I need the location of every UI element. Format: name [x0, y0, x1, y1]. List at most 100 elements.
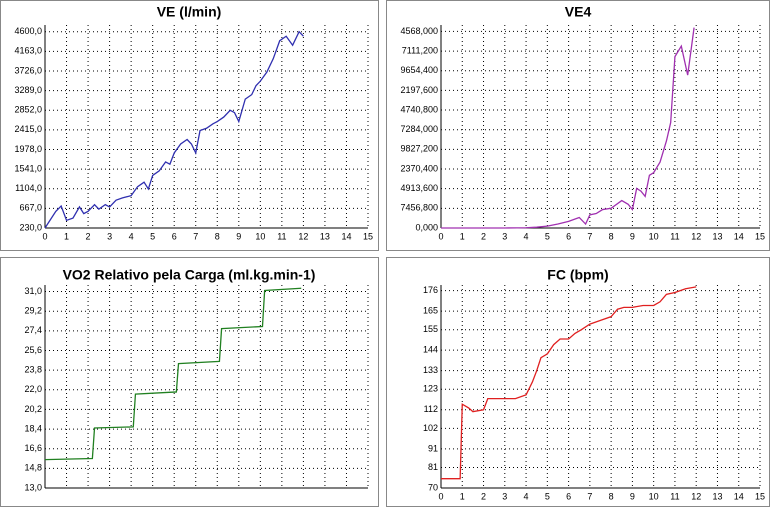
x-tick-label: 10: [649, 491, 659, 501]
x-tick-label: 8: [609, 491, 614, 501]
x-tick-label: 2: [86, 231, 91, 241]
x-tick-label: 0: [42, 231, 47, 241]
y-tick-label: 2852,0: [14, 105, 42, 115]
x-tick-label: 7: [587, 231, 592, 241]
y-tick-label: 7456,800: [400, 203, 438, 213]
y-tick-label: 230,0: [19, 222, 42, 232]
x-tick-label: 7: [587, 491, 592, 501]
x-tick-label: 12: [691, 491, 701, 501]
y-tick-label: 1541,0: [14, 163, 42, 173]
x-tick-label: 2: [481, 231, 486, 241]
y-tick-label: 22,0: [24, 384, 42, 394]
y-tick-label: 29,2: [24, 306, 42, 316]
y-tick-label: 4163,0: [14, 46, 42, 56]
x-tick-label: 9: [236, 231, 241, 241]
x-tick-label: 2: [481, 491, 486, 501]
chart-title: FC (bpm): [547, 267, 608, 283]
x-tick-label: 11: [277, 231, 286, 241]
data-line: [44, 287, 302, 461]
y-tick-label: 2197,600: [400, 85, 438, 95]
y-tick-label: 165: [423, 305, 438, 315]
y-tick-label: 4740,800: [400, 104, 438, 114]
x-tick-label: 1: [64, 231, 69, 241]
chart-title: VO2 Relativo pela Carga (ml.kg.min-1): [63, 267, 316, 283]
x-tick-label: 10: [649, 231, 659, 241]
x-tick-label: 12: [691, 231, 701, 241]
y-tick-label: 2415,0: [14, 124, 42, 134]
x-tick-label: 6: [172, 231, 177, 241]
y-tick-label: 23,8: [24, 365, 42, 375]
data-line: [44, 30, 304, 229]
y-tick-label: 7111,200: [402, 45, 438, 55]
y-tick-label: 31,0: [24, 286, 42, 296]
x-tick-label: 15: [363, 231, 373, 241]
y-tick-label: 4568,000: [400, 26, 438, 36]
x-tick-label: 6: [566, 231, 571, 241]
data-line: [441, 27, 695, 229]
x-tick-label: 9: [630, 231, 635, 241]
y-tick-label: 27,4: [24, 325, 42, 335]
y-tick-label: 9827,200: [400, 144, 438, 154]
y-tick-label: 16,6: [24, 443, 42, 453]
y-tick-label: 155: [423, 324, 438, 334]
y-tick-label: 3289,0: [14, 85, 42, 95]
data-line: [441, 286, 697, 480]
x-tick-label: 4: [524, 491, 529, 501]
chart-title: VE (l/min): [157, 4, 222, 20]
x-tick-label: 7: [193, 231, 198, 241]
x-tick-label: 5: [545, 231, 550, 241]
x-tick-label: 1: [460, 231, 465, 241]
y-tick-label: 91: [428, 443, 438, 453]
x-tick-label: 3: [502, 231, 507, 241]
x-tick-label: 8: [215, 231, 220, 241]
x-tick-label: 5: [545, 491, 550, 501]
y-tick-label: 18,4: [24, 423, 42, 433]
chart-title: VE4: [565, 4, 592, 20]
y-tick-label: 123: [423, 384, 438, 394]
y-tick-label: 144: [423, 345, 438, 355]
x-tick-label: 6: [566, 491, 571, 501]
y-tick-label: 1104,0: [15, 183, 42, 193]
x-tick-label: 15: [755, 231, 765, 241]
x-tick-label: 1: [460, 491, 465, 501]
y-tick-label: 4600,0: [14, 26, 42, 36]
x-tick-label: 13: [320, 231, 330, 241]
y-tick-label: 9654,400: [400, 65, 438, 75]
y-tick-label: 4913,600: [400, 183, 438, 193]
x-tick-label: 0: [438, 231, 443, 241]
panel: [386, 257, 770, 507]
panel: [0, 257, 379, 507]
y-tick-label: 81: [428, 462, 438, 472]
y-tick-label: 13,0: [24, 482, 42, 492]
x-tick-label: 8: [609, 231, 614, 241]
x-tick-label: 13: [712, 231, 722, 241]
y-tick-label: 0,000: [415, 222, 438, 232]
y-tick-label: 20,2: [24, 404, 42, 414]
y-tick-label: 133: [423, 365, 438, 375]
panel: [0, 0, 379, 251]
x-tick-label: 14: [734, 491, 744, 501]
x-tick-label: 4: [524, 231, 529, 241]
y-tick-label: 14,8: [24, 463, 42, 473]
y-tick-label: 667,0: [19, 203, 42, 213]
y-tick-label: 1978,0: [14, 144, 42, 154]
x-tick-label: 14: [341, 231, 351, 241]
y-tick-label: 102: [423, 423, 438, 433]
y-tick-label: 176: [423, 285, 438, 295]
panel: [386, 0, 770, 251]
x-tick-label: 10: [255, 231, 265, 241]
x-tick-label: 3: [502, 491, 507, 501]
x-tick-label: 14: [734, 231, 744, 241]
x-tick-label: 11: [670, 491, 679, 501]
x-tick-label: 12: [298, 231, 308, 241]
y-tick-label: 70: [428, 482, 438, 492]
x-tick-label: 11: [670, 231, 679, 241]
y-tick-label: 7284,000: [400, 124, 438, 134]
y-tick-label: 3726,0: [14, 65, 42, 75]
x-tick-label: 13: [712, 491, 722, 501]
x-tick-label: 5: [150, 231, 155, 241]
y-tick-label: 25,6: [24, 345, 42, 355]
x-tick-label: 15: [755, 491, 765, 501]
y-tick-label: 2370,400: [400, 163, 438, 173]
